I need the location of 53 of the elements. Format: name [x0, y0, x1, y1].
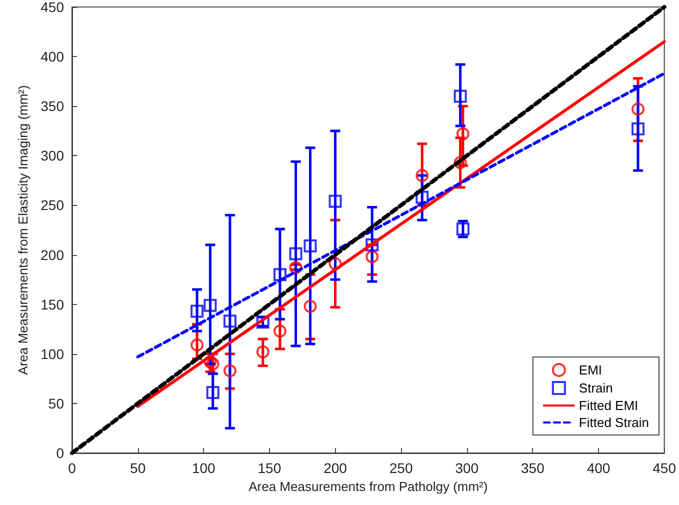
point: [366, 250, 379, 264]
point: [273, 324, 286, 338]
point: [456, 222, 470, 236]
x-tick-label: 0: [68, 460, 76, 476]
point: [454, 90, 467, 103]
point: [204, 355, 217, 368]
point: [190, 304, 204, 318]
point: [328, 194, 342, 208]
point: [289, 247, 302, 260]
y-tick-label: 250: [40, 197, 64, 214]
legend-label: Fitted Strain: [578, 415, 650, 430]
y-tick-label: 0: [56, 445, 64, 461]
point: [204, 298, 217, 312]
point: [416, 168, 429, 182]
y-tick-label: 100: [40, 346, 64, 362]
y-axis-title: Area Measurements from Elasticity Imaging (mm²): [16, 85, 31, 375]
legend-label: Fitted EMI: [578, 398, 638, 413]
point: [206, 357, 220, 370]
legend-label: EMI: [578, 362, 602, 378]
point: [416, 190, 429, 204]
point: [631, 122, 644, 136]
x-tick-label: 450: [652, 460, 676, 476]
point: [289, 261, 302, 274]
x-tick-label: 150: [258, 460, 282, 476]
point: [223, 314, 236, 328]
point: [632, 102, 644, 116]
legend-label: Strain: [578, 380, 613, 396]
point: [328, 257, 342, 270]
y-tick-label: 350: [40, 98, 64, 114]
point: [366, 238, 379, 252]
point: [206, 386, 220, 400]
x-tick-label: 250: [389, 460, 413, 476]
x-tick-label: 300: [455, 460, 479, 476]
x-tick-label: 50: [130, 460, 146, 476]
y-tick-label: 50: [48, 395, 64, 412]
point: [304, 239, 317, 252]
x-tick-label: 100: [192, 460, 216, 476]
point: [454, 156, 467, 170]
point: [304, 300, 317, 313]
x-tick-label: 200: [324, 460, 348, 476]
x-tick-label: 350: [521, 460, 545, 476]
point: [456, 127, 470, 140]
x-axis-title: Area Measurements from Patholgy (mm²): [248, 478, 488, 494]
y-tick-label: 450: [40, 0, 64, 15]
y-tick-label: 400: [40, 48, 64, 65]
y-tick-label: 150: [40, 296, 64, 312]
x-tick-label: 400: [586, 460, 610, 476]
point: [256, 345, 270, 358]
point: [273, 268, 286, 282]
point: [190, 338, 204, 352]
point: [223, 364, 236, 378]
y-tick-label: 200: [40, 246, 64, 263]
y-tick-label: 300: [40, 148, 64, 164]
